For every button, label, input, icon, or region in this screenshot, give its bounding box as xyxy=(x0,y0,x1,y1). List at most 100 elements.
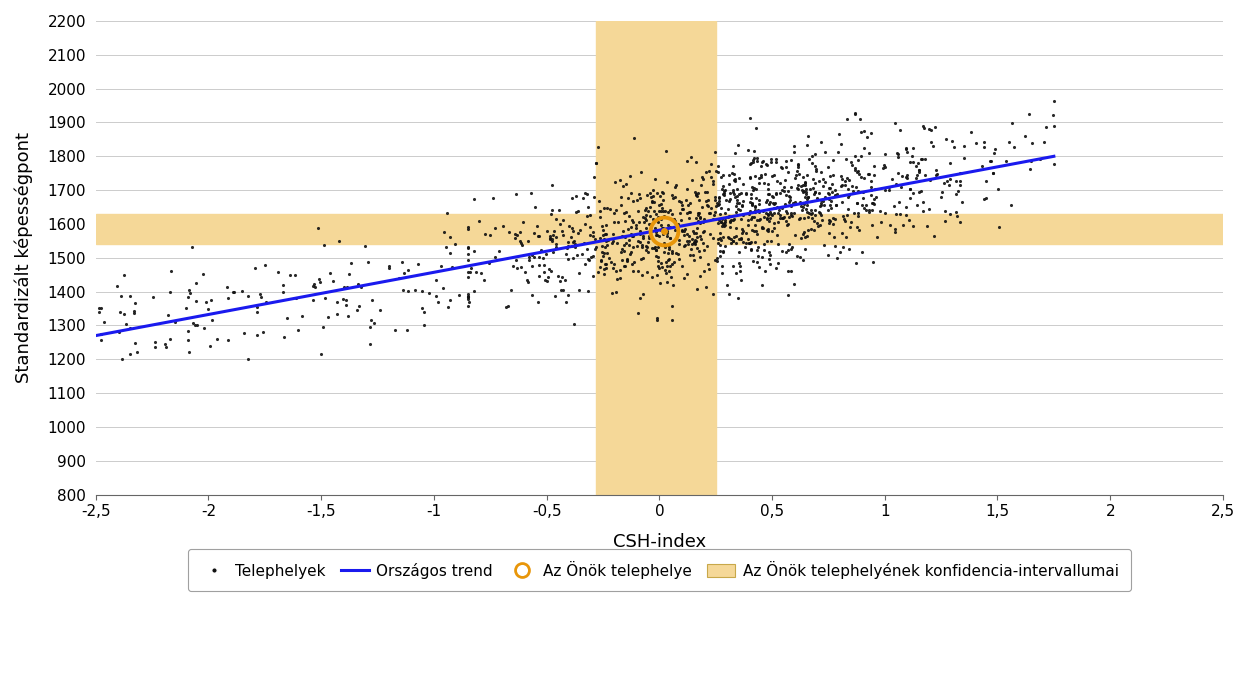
Point xyxy=(714,185,734,196)
Point xyxy=(790,201,810,212)
Point xyxy=(766,262,786,273)
Point xyxy=(248,301,268,312)
Point xyxy=(889,148,909,159)
Point xyxy=(672,200,692,211)
Point xyxy=(676,194,696,205)
Point xyxy=(336,300,356,311)
Point xyxy=(744,155,764,166)
Point xyxy=(582,250,602,261)
Point xyxy=(272,280,292,291)
Point xyxy=(848,211,868,222)
Point xyxy=(590,233,610,244)
Point xyxy=(985,144,1005,155)
Point xyxy=(706,252,726,263)
Point xyxy=(586,158,606,169)
Point xyxy=(858,169,878,180)
Point xyxy=(789,214,809,225)
Point xyxy=(706,166,726,177)
Point xyxy=(349,300,369,311)
Point xyxy=(928,168,948,179)
Point xyxy=(946,206,966,217)
Point xyxy=(709,192,729,203)
Point xyxy=(779,185,799,196)
Point xyxy=(585,233,605,244)
Point xyxy=(842,181,862,192)
Point xyxy=(464,193,484,204)
Point xyxy=(606,204,626,215)
Point xyxy=(671,214,691,225)
Point xyxy=(779,238,799,249)
Point xyxy=(786,183,806,194)
Point xyxy=(698,199,718,210)
Point xyxy=(741,199,761,210)
Point xyxy=(728,194,748,205)
Point xyxy=(615,232,635,243)
Point xyxy=(222,286,243,297)
Point xyxy=(469,216,489,227)
Point xyxy=(398,285,418,296)
Point xyxy=(578,243,598,254)
X-axis label: CSH-index: CSH-index xyxy=(612,533,706,551)
Point xyxy=(718,204,738,215)
Point xyxy=(762,192,782,203)
Point xyxy=(926,164,946,175)
Point xyxy=(649,256,669,267)
Point xyxy=(841,159,861,170)
Point xyxy=(1020,164,1040,174)
Point xyxy=(781,201,801,212)
Point xyxy=(611,247,631,258)
Point xyxy=(865,194,885,205)
Point xyxy=(819,189,839,200)
Point xyxy=(394,268,414,279)
Point xyxy=(795,177,815,188)
Point xyxy=(640,218,660,229)
Point xyxy=(460,267,480,278)
Point xyxy=(674,240,694,251)
Point xyxy=(574,237,594,248)
Point xyxy=(618,254,638,264)
Point xyxy=(712,181,732,192)
Point xyxy=(642,243,662,254)
Point xyxy=(515,266,535,277)
Point xyxy=(838,113,858,124)
Point xyxy=(825,241,845,252)
Point xyxy=(656,256,676,267)
Point xyxy=(802,174,822,185)
Point xyxy=(434,227,454,238)
Point xyxy=(1021,155,1041,166)
Point xyxy=(849,168,869,179)
Point xyxy=(890,124,910,135)
Point xyxy=(720,215,740,226)
Point xyxy=(645,173,665,184)
Point xyxy=(245,262,265,273)
Point xyxy=(664,257,684,268)
Point xyxy=(669,254,689,264)
Point xyxy=(594,203,614,214)
Point xyxy=(739,145,759,156)
Point xyxy=(626,220,646,231)
Point xyxy=(820,170,840,181)
Point xyxy=(892,220,912,231)
Point xyxy=(569,268,589,279)
Point xyxy=(646,245,666,256)
Point xyxy=(770,210,790,221)
Point xyxy=(522,260,542,271)
Point xyxy=(749,215,769,226)
Point xyxy=(824,232,844,243)
Point xyxy=(636,223,656,234)
Point xyxy=(248,306,268,317)
Point xyxy=(672,225,692,236)
Point xyxy=(598,203,618,214)
Point xyxy=(981,156,1001,167)
Point xyxy=(832,227,852,238)
Point xyxy=(499,227,519,238)
Point xyxy=(698,187,718,198)
Point xyxy=(742,156,762,167)
Point xyxy=(559,289,579,300)
Point xyxy=(811,137,831,148)
Point xyxy=(734,210,754,221)
Point xyxy=(924,231,944,242)
Point xyxy=(251,291,271,302)
Point xyxy=(710,246,730,257)
Point xyxy=(752,155,772,166)
